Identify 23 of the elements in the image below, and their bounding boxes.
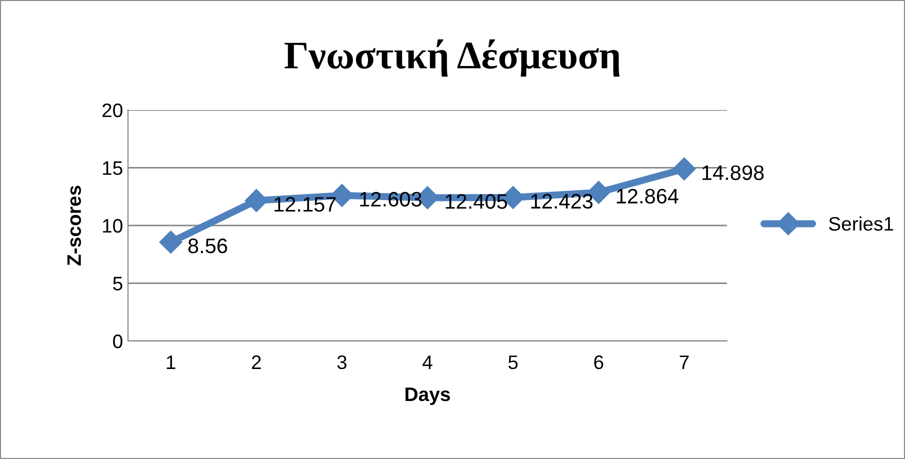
- x-axis-title: Days: [406, 388, 450, 406]
- data-label: 8.56: [188, 238, 228, 254]
- x-tick-label: 3: [337, 355, 346, 370]
- data-label: 14.898: [702, 165, 764, 180]
- data-label: 12.864: [616, 188, 678, 204]
- x-tick-label: 6: [594, 355, 604, 370]
- x-tick-label: 2: [252, 355, 261, 369]
- chart-title: Γνωστική Δέσμευση: [284, 39, 620, 77]
- data-label: 12.423: [531, 194, 593, 209]
- y-tick-label: 15: [102, 161, 122, 175]
- y-tick-label: 10: [102, 218, 122, 233]
- x-tick-label: 5: [508, 356, 518, 370]
- data-label: 12.157: [274, 196, 336, 212]
- x-tick-label: 4: [422, 356, 432, 369]
- point: [672, 157, 696, 180]
- y-tick-label: 5: [113, 276, 122, 290]
- legend-label: Series1: [828, 216, 894, 231]
- x-tick-label: 7: [680, 356, 689, 369]
- y-axis-title: Z-scores: [67, 186, 82, 266]
- point: [159, 230, 182, 254]
- x-tick-label: 1: [166, 356, 176, 369]
- y-tick-label: 20: [102, 103, 122, 118]
- y-tick-label: 0: [113, 334, 122, 348]
